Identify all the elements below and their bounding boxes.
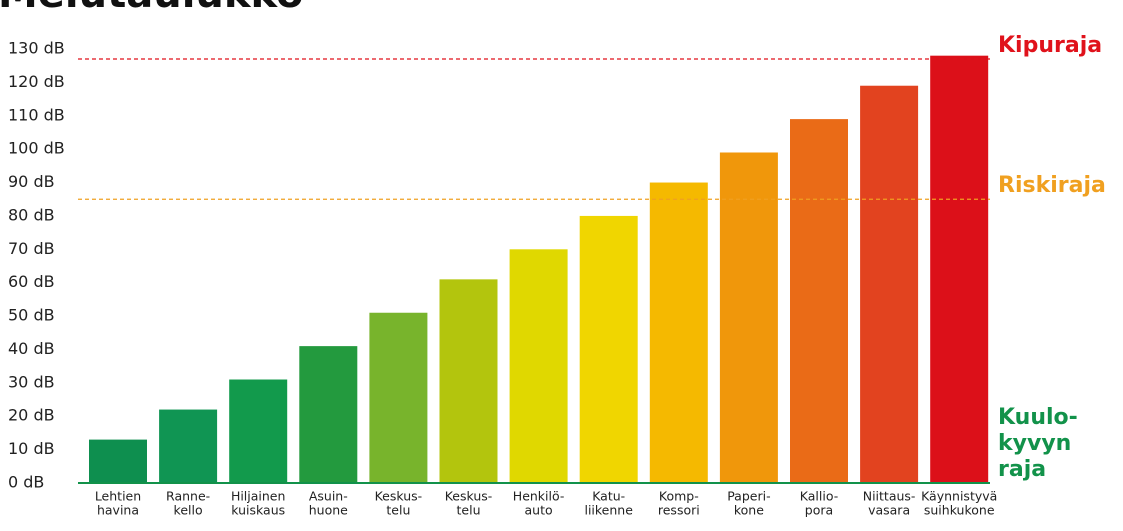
bar bbox=[580, 216, 638, 483]
x-tick-label: suihkukone bbox=[924, 503, 995, 518]
y-tick-label: 10 dB bbox=[8, 439, 55, 458]
bar bbox=[650, 183, 708, 483]
y-tick-label: 40 dB bbox=[8, 339, 55, 358]
x-tick-label: havina bbox=[97, 503, 139, 518]
x-tick-label: huone bbox=[309, 503, 348, 518]
y-tick-label: 20 dB bbox=[8, 406, 55, 425]
y-tick-label: 130 dB bbox=[8, 39, 65, 58]
bar bbox=[299, 346, 357, 483]
threshold-label: Kipuraja bbox=[998, 33, 1102, 58]
y-tick-label: 60 dB bbox=[8, 272, 55, 291]
x-tick-label: auto bbox=[525, 503, 553, 518]
x-tick-label: Asuin- bbox=[309, 489, 348, 504]
x-tick-label: kuiskaus bbox=[231, 503, 285, 518]
y-tick-label: 0 dB bbox=[8, 473, 44, 492]
x-tick-label: Keskus- bbox=[375, 489, 423, 504]
bar bbox=[790, 119, 848, 483]
x-tick-label: Kallio- bbox=[800, 489, 838, 504]
threshold-label: kyvyn bbox=[998, 431, 1071, 456]
y-tick-label: 50 dB bbox=[8, 306, 55, 325]
threshold-label: Kuulo- bbox=[998, 405, 1078, 430]
x-tick-label: Henkilö- bbox=[513, 489, 565, 504]
x-tick-label: telu bbox=[386, 503, 410, 518]
threshold-label: raja bbox=[998, 457, 1046, 482]
x-tick-label: Katu- bbox=[592, 489, 625, 504]
x-tick-label: ressori bbox=[658, 503, 700, 518]
threshold-label: Riskiraja bbox=[998, 173, 1106, 198]
x-tick-label: Paperi- bbox=[727, 489, 770, 504]
x-tick-label: pora bbox=[805, 503, 833, 518]
bar bbox=[440, 279, 498, 483]
x-tick-label: kone bbox=[734, 503, 764, 518]
x-tick-label: Komp- bbox=[659, 489, 699, 504]
y-tick-label: 80 dB bbox=[8, 205, 55, 224]
x-tick-label: Käynnistyvä bbox=[921, 489, 997, 504]
bar bbox=[369, 313, 427, 483]
bar bbox=[930, 56, 988, 483]
y-tick-label: 30 dB bbox=[8, 372, 55, 391]
bar bbox=[860, 86, 918, 483]
x-tick-label: Niittaus- bbox=[863, 489, 916, 504]
y-tick-label: 120 dB bbox=[8, 72, 65, 91]
y-tick-label: 100 dB bbox=[8, 139, 65, 158]
y-tick-label: 110 dB bbox=[8, 105, 65, 124]
x-tick-label: kello bbox=[174, 503, 203, 518]
bar bbox=[229, 380, 287, 483]
bar bbox=[89, 440, 147, 483]
bar bbox=[159, 410, 217, 483]
chart-title: Melutaulukko bbox=[0, 0, 304, 17]
x-tick-label: telu bbox=[457, 503, 481, 518]
bar bbox=[720, 152, 778, 483]
chart: Melutaulukko 0 dB 10 dB 20 dB 30 dB 40 dB 50 … bbox=[0, 0, 1123, 531]
x-tick-label: vasara bbox=[868, 503, 910, 518]
x-tick-label: Keskus- bbox=[445, 489, 493, 504]
x-tick-label: liikenne bbox=[584, 503, 633, 518]
x-tick-label: Ranne- bbox=[166, 489, 210, 504]
bar bbox=[510, 249, 568, 483]
y-tick-label: 70 dB bbox=[8, 239, 55, 258]
x-tick-label: Hiljainen bbox=[231, 489, 286, 504]
x-tick-label: Lehtien bbox=[95, 489, 141, 504]
y-tick-label: 90 dB bbox=[8, 172, 55, 191]
